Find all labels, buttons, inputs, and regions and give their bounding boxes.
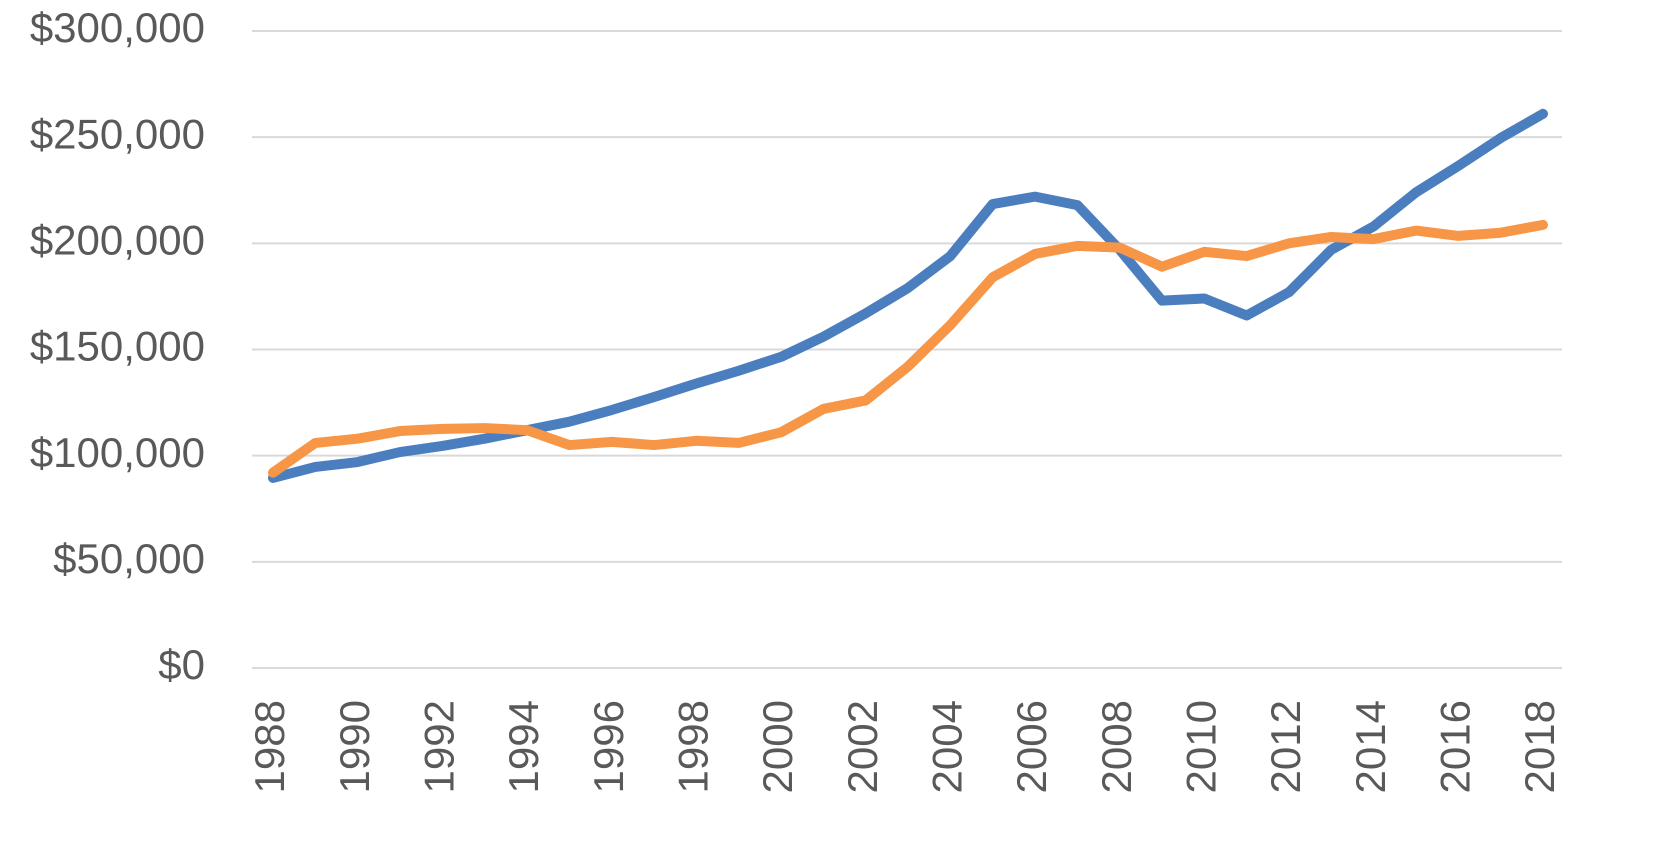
- x-tick-label: 1992: [415, 700, 462, 793]
- x-tick-label: 2010: [1177, 700, 1224, 793]
- y-tick-label: $150,000: [30, 323, 205, 370]
- x-tick-label: 2006: [1008, 700, 1055, 793]
- x-tick-label: 2018: [1516, 700, 1563, 793]
- x-tick-label: 1990: [331, 700, 378, 793]
- y-tick-label: $200,000: [30, 216, 205, 263]
- y-tick-label: $0: [158, 641, 205, 688]
- x-tick-label: 1996: [585, 700, 632, 793]
- x-tick-label: 2004: [923, 700, 970, 793]
- y-tick-label: $50,000: [53, 535, 205, 582]
- x-tick-label: 2014: [1347, 700, 1394, 793]
- x-tick-label: 1988: [246, 700, 293, 793]
- y-tick-label: $250,000: [30, 110, 205, 157]
- x-tick-label: 2008: [1093, 700, 1140, 793]
- y-tick-label: $100,000: [30, 429, 205, 476]
- x-tick-label: 2012: [1262, 700, 1309, 793]
- series-line: [268, 108, 1548, 483]
- x-tick-label: 2016: [1431, 700, 1478, 793]
- x-tick-label: 1994: [500, 700, 547, 793]
- x-tick-label: 1998: [669, 700, 716, 793]
- series-line: [268, 219, 1548, 478]
- x-tick-label: 2000: [754, 700, 801, 793]
- x-tick-label: 2002: [839, 700, 886, 793]
- y-tick-label: $300,000: [30, 4, 205, 51]
